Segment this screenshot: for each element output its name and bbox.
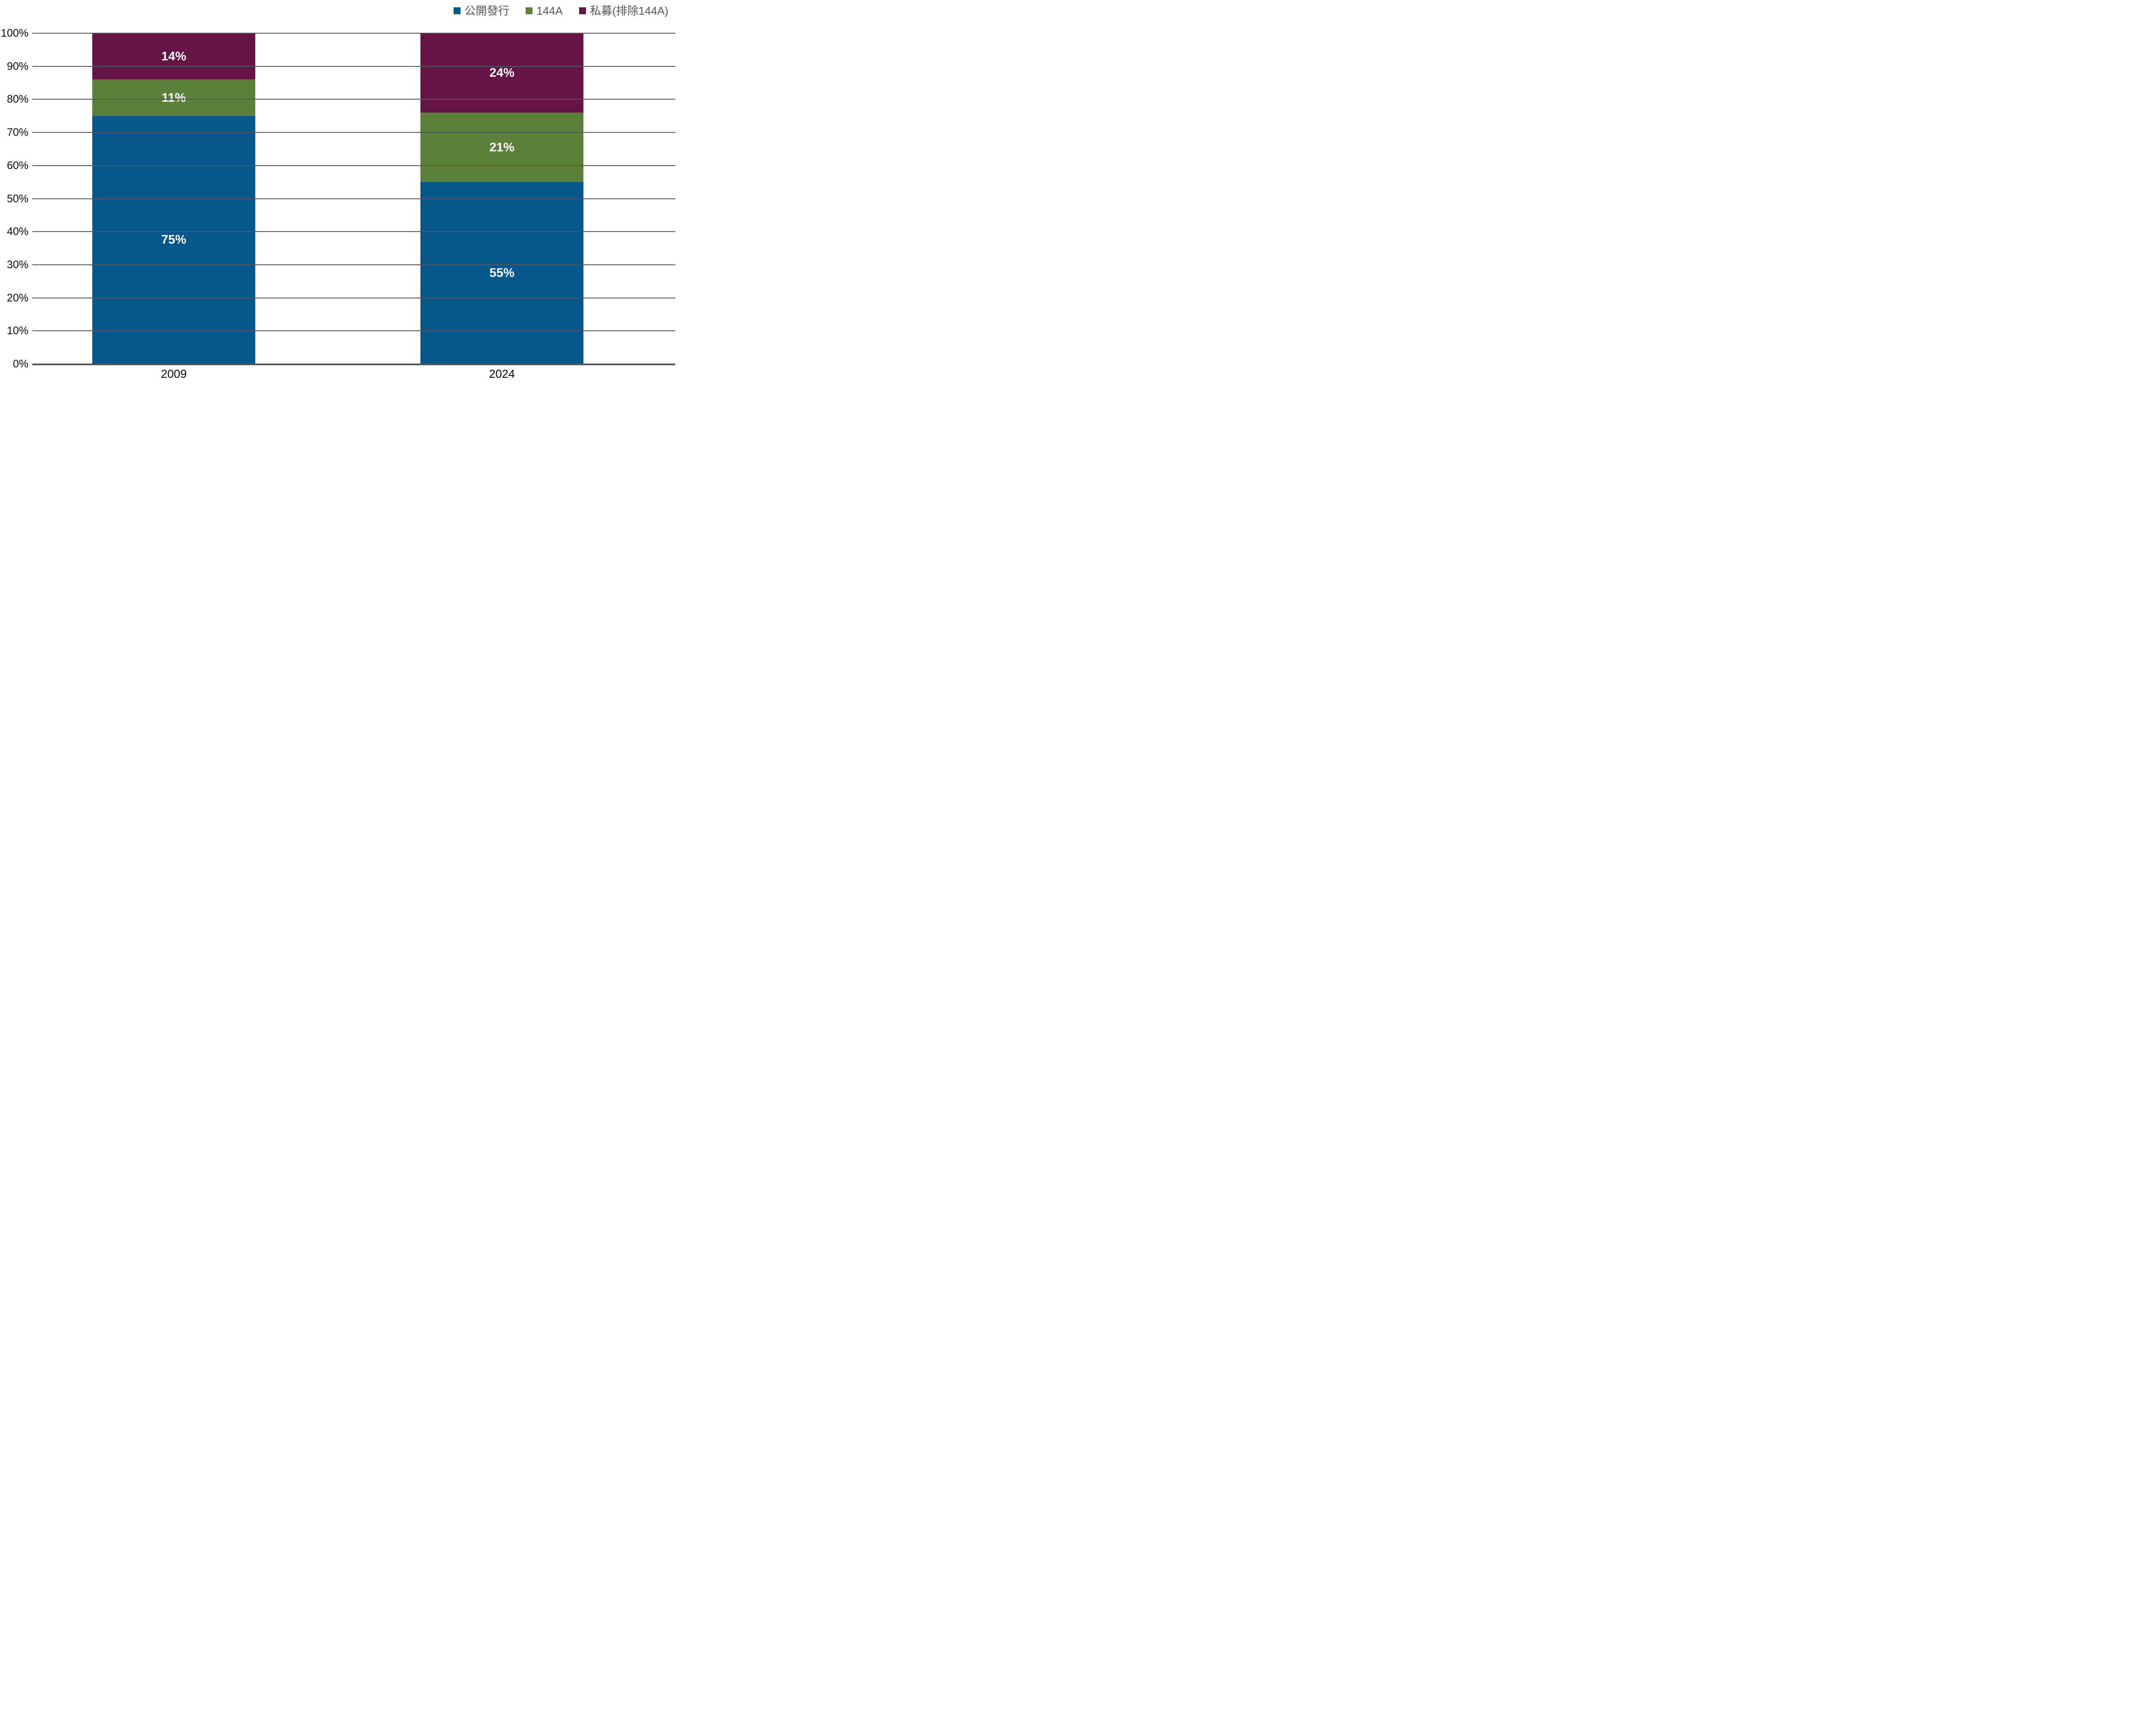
y-axis-tick-label: 40% <box>6 226 28 238</box>
bar-segment-label: 21% <box>489 140 515 154</box>
bar-segment: 14% <box>92 33 255 80</box>
legend-item: 私募(排除144A) <box>579 3 668 18</box>
gridline <box>32 330 675 332</box>
y-axis-tick-label: 20% <box>6 292 28 304</box>
x-axis-baseline <box>32 364 675 365</box>
gridline <box>32 264 675 265</box>
y-axis-tick-label: 0% <box>13 358 28 370</box>
bar-segment: 24% <box>420 33 583 113</box>
y-axis-tick-label: 50% <box>6 192 28 205</box>
plot-area: 75% 11% 14% 55% 21% 24% <box>32 33 675 365</box>
legend-label: 私募(排除144A) <box>589 4 668 17</box>
legend-label: 144A <box>536 4 563 17</box>
gridline <box>32 33 675 34</box>
gridline <box>32 132 675 133</box>
gridline <box>32 165 675 166</box>
bar-segment-label: 75% <box>161 233 187 247</box>
y-axis-tick-label: 80% <box>6 93 28 106</box>
gridline <box>32 231 675 232</box>
chart: 公開發行 144A 私募(排除144A) 75% 11% 14% 55% 21% 24% 0%… <box>0 0 676 380</box>
y-axis-tick-label: 10% <box>6 325 28 337</box>
bar-2024: 55% 21% 24% <box>420 33 583 364</box>
legend-item: 公開發行 <box>454 3 509 18</box>
bar-segment-label: 11% <box>161 91 186 105</box>
y-axis-tick-label: 90% <box>6 60 28 72</box>
legend-label: 公開發行 <box>464 4 510 17</box>
bar-segment-label: 14% <box>161 49 187 63</box>
bar-segment: 55% <box>420 182 583 364</box>
y-axis-tick-label: 60% <box>6 159 28 172</box>
gridline <box>32 99 675 100</box>
legend-swatch-icon <box>579 7 586 14</box>
bar-segment-label: 24% <box>489 66 515 80</box>
bar-2009: 75% 11% 14% <box>92 33 255 364</box>
legend-swatch-icon <box>526 7 533 14</box>
y-axis-tick-label: 100% <box>1 27 28 39</box>
y-axis-tick-label: 70% <box>6 126 28 139</box>
bar-segment: 75% <box>92 116 255 364</box>
y-axis-tick-label: 30% <box>6 258 28 271</box>
x-axis-label: 2009 <box>160 367 187 380</box>
x-axis-label: 2024 <box>489 367 515 380</box>
legend: 公開發行 144A 私募(排除144A) <box>454 3 668 18</box>
gridline <box>32 198 675 199</box>
gridline <box>32 66 675 67</box>
bar-segment: 11% <box>92 79 255 116</box>
bar-segment: 21% <box>420 113 583 182</box>
legend-item: 144A <box>526 3 563 18</box>
bar-segment-label: 55% <box>489 266 515 280</box>
legend-swatch-icon <box>454 7 461 14</box>
